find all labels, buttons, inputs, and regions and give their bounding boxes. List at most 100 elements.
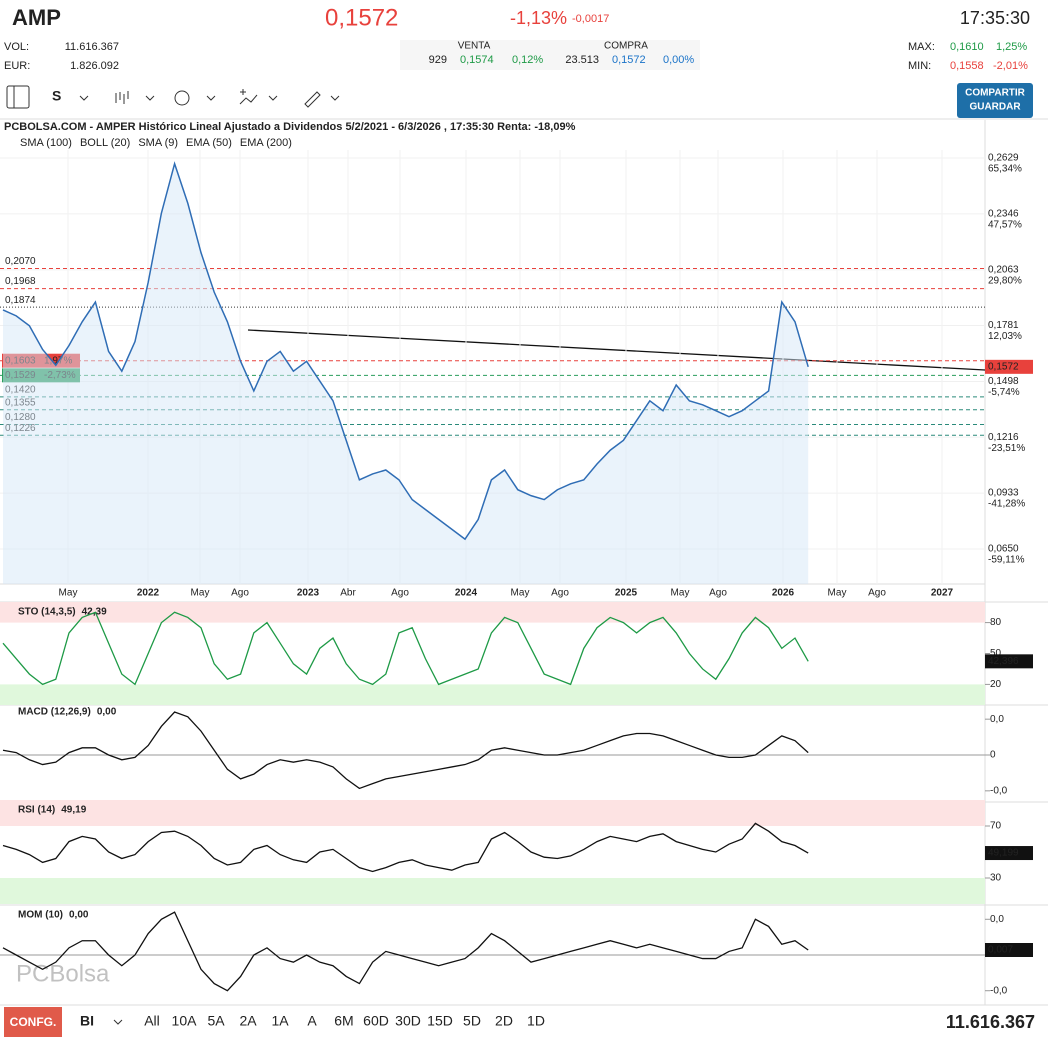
legend-item: SMA (100) xyxy=(20,137,72,149)
range-button[interactable]: 30D xyxy=(395,1013,421,1029)
buy-price: 0,1572 xyxy=(612,54,646,66)
legend-item: BOLL (20) xyxy=(80,137,130,149)
x-tick-label: May xyxy=(671,588,690,599)
price-tick-pct: -23,51% xyxy=(988,443,1025,454)
range-button[interactable]: 15D xyxy=(427,1013,453,1029)
price-tick-pct: -59,11% xyxy=(988,555,1025,566)
price: 0,1572 xyxy=(325,4,398,31)
x-tick-label: 2023 xyxy=(297,588,320,599)
tick-label: 70 xyxy=(990,821,1002,832)
range-button[interactable]: A xyxy=(307,1013,317,1029)
config-label[interactable]: CONFG. xyxy=(10,1015,57,1029)
price-tick-label: 0,2063 xyxy=(988,264,1019,275)
range-button[interactable]: All xyxy=(144,1013,160,1029)
range-button[interactable]: 5A xyxy=(207,1013,225,1029)
indicator-value: 0,00 xyxy=(69,910,89,921)
orderbook-box xyxy=(400,40,700,70)
price-tick-label: 0,1216 xyxy=(988,432,1019,443)
max-pct: 1,25% xyxy=(996,41,1027,53)
x-tick-label: 2025 xyxy=(615,588,638,599)
min-pct: -2,01% xyxy=(993,60,1028,72)
x-tick-label: 2024 xyxy=(455,588,478,599)
price-tick-pct: 29,80% xyxy=(988,275,1022,286)
config-button[interactable] xyxy=(4,1007,62,1037)
vol-label: VOL: xyxy=(4,41,29,53)
buy-qty: 23.513 xyxy=(565,54,599,66)
range-button[interactable]: 10A xyxy=(172,1013,198,1029)
indicators-icon[interactable] xyxy=(239,89,258,105)
save-label[interactable]: GUARDAR xyxy=(969,102,1021,113)
tick-label: 20 xyxy=(990,679,1002,690)
oversold-zone xyxy=(0,684,985,705)
price-tick-pct: 47,57% xyxy=(988,220,1022,231)
indicator-title: MACD (12,26,9) xyxy=(18,707,91,718)
last-value-badge xyxy=(985,943,1033,957)
price-tick-pct: -5,74% xyxy=(988,387,1020,398)
tick-label: 0,0 xyxy=(990,714,1004,725)
draw-icon[interactable] xyxy=(304,91,321,108)
x-tick-label: Ago xyxy=(709,588,727,599)
x-tick-label: Ago xyxy=(551,588,569,599)
range-button[interactable]: 6M xyxy=(334,1013,353,1029)
sto-line xyxy=(2,611,809,686)
current-price-label: 0,1572 xyxy=(988,361,1019,372)
x-tick-label: Abr xyxy=(340,588,356,599)
range-button[interactable]: 1D xyxy=(527,1013,545,1029)
x-tick-label: Ago xyxy=(868,588,886,599)
panel-toggle[interactable] xyxy=(6,85,30,109)
buy-label: COMPRA xyxy=(604,41,648,52)
mode[interactable]: BI xyxy=(80,1013,94,1029)
last-value-badge xyxy=(985,846,1033,861)
dropdown-arrows xyxy=(79,95,340,101)
min-label: MIN: xyxy=(908,60,931,72)
price-tick-label: 0,2346 xyxy=(988,209,1019,220)
tick-label: 0,0 xyxy=(990,914,1004,925)
range-button[interactable]: 2A xyxy=(239,1013,257,1029)
range-button[interactable]: 60D xyxy=(363,1013,389,1029)
legend-item: SMA (9) xyxy=(138,137,178,149)
price-tick-label: 0,2629 xyxy=(988,153,1019,164)
share-label[interactable]: COMPARTIR xyxy=(965,88,1026,99)
last-value-label: 49,199 xyxy=(988,848,1019,859)
overbought-zone xyxy=(0,602,985,623)
sell-price: 0,1574 xyxy=(460,54,494,66)
price-tick-label: 0,0650 xyxy=(988,544,1019,555)
x-tick-label: 2022 xyxy=(137,588,160,599)
macd-line xyxy=(2,711,809,790)
price-tick-pct: 12,03% xyxy=(988,331,1022,342)
indicator-value: 49,19 xyxy=(61,805,86,816)
indicator-value: 0,00 xyxy=(97,707,117,718)
share-button[interactable] xyxy=(957,83,1033,118)
mode-arrow xyxy=(113,1019,123,1025)
indicator-title: MOM (10) xyxy=(18,910,63,921)
level-label: 0,1968 xyxy=(5,276,36,287)
level-label: 0,1874 xyxy=(5,295,36,306)
range-button[interactable]: 1A xyxy=(271,1013,289,1029)
price-tick-label: 0,1781 xyxy=(988,320,1019,331)
max-label: MAX: xyxy=(908,41,935,53)
vol: 11.616.367 xyxy=(65,41,119,53)
current-price-badge xyxy=(985,359,1033,374)
mom-line xyxy=(2,911,809,992)
price-tick-pct: 65,34% xyxy=(988,164,1022,175)
trend-line xyxy=(247,329,986,371)
min: 0,1558 xyxy=(950,60,984,72)
eur-label: EUR: xyxy=(4,60,30,72)
last-value-label: 0,007 xyxy=(988,945,1013,956)
range-button[interactable]: 2D xyxy=(495,1013,513,1029)
legend-item: EMA (200) xyxy=(240,137,292,149)
x-tick-label: May xyxy=(59,588,78,599)
x-tick-label: 2027 xyxy=(931,588,954,599)
buy-pct: 0,00% xyxy=(663,54,694,66)
x-tick-label: Ago xyxy=(231,588,249,599)
candles-icon[interactable] xyxy=(115,91,129,104)
chart-title: PCBOLSA.COM - AMPER Histórico Lineal Aju… xyxy=(4,121,576,133)
settings-icon[interactable] xyxy=(174,90,190,106)
x-tick-label: May xyxy=(828,588,847,599)
change-pct: -1,13% xyxy=(510,8,567,28)
period[interactable]: S xyxy=(52,88,61,104)
range-button[interactable]: 5D xyxy=(463,1013,481,1029)
indicator-title: STO (14,3,5) xyxy=(18,607,76,618)
